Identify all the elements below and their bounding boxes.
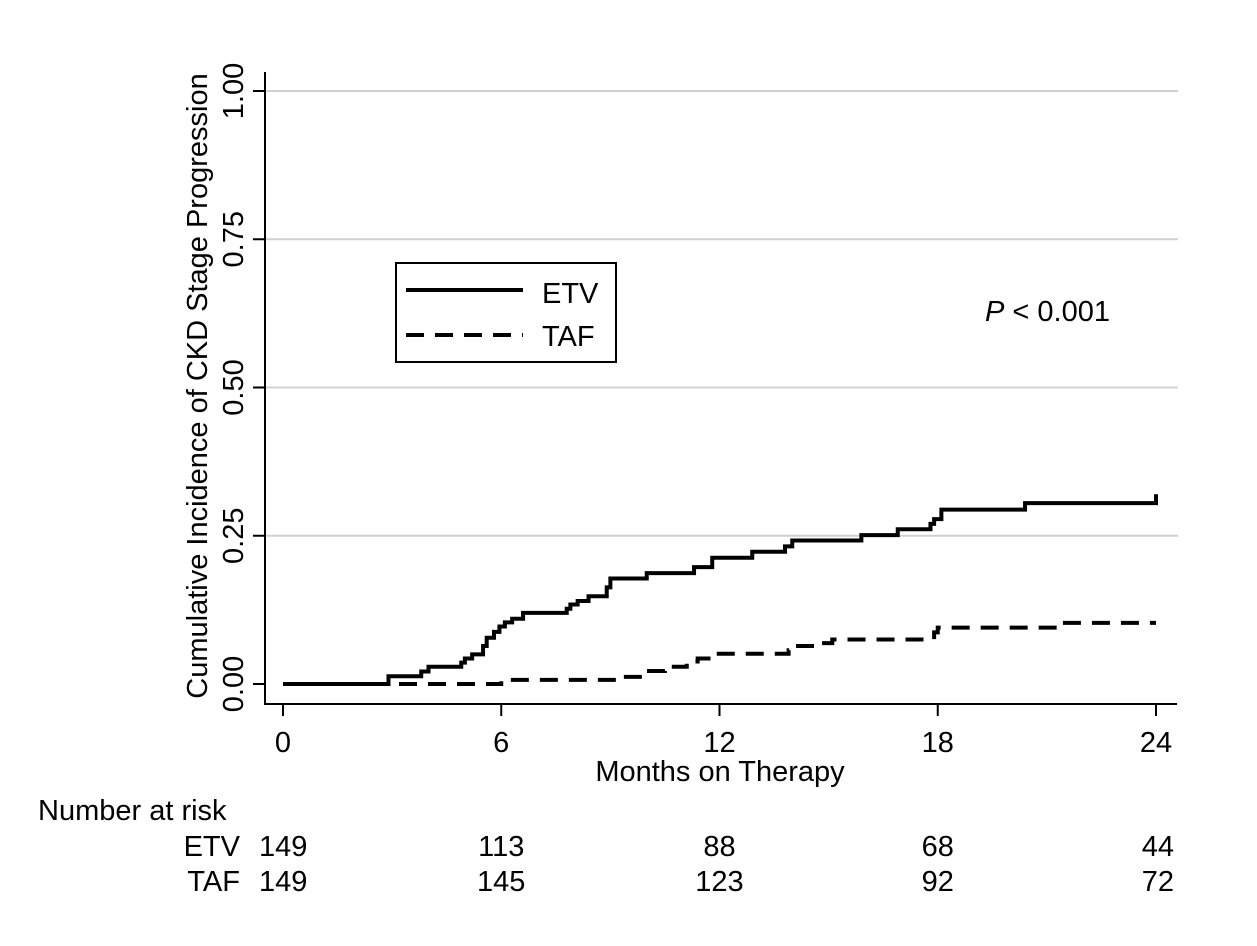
x-tick-label-4: 24 <box>1140 727 1172 759</box>
risk-value-taf-6: 145 <box>477 866 525 898</box>
x-tick-label-3: 18 <box>922 727 954 759</box>
risk-value-etv-0: 149 <box>259 831 307 863</box>
series-lines <box>283 494 1158 686</box>
y-axis-label: Cumulative Incidence of CKD Stage Progre… <box>182 73 214 698</box>
x-tick-label-1: 6 <box>493 727 509 759</box>
risk-row-label-taf: TAF <box>187 866 240 898</box>
risk-value-etv-18: 68 <box>922 831 954 863</box>
risk-value-etv-6: 113 <box>478 831 524 863</box>
legend: ETV TAF <box>395 262 617 363</box>
legend-box <box>395 262 617 363</box>
risk-table-title: Number at risk <box>38 795 227 827</box>
risk-value-taf-12: 123 <box>695 866 743 898</box>
y-tick-label-0: 0.00 <box>218 656 250 712</box>
risk-value-taf-0: 149 <box>259 866 307 898</box>
risk-value-taf-24: 72 <box>1142 866 1174 898</box>
risk-row-label-etv: ETV <box>184 831 241 863</box>
p-symbol: P <box>985 296 1005 328</box>
y-tick-label-3: 0.75 <box>218 211 250 267</box>
series-line-etv <box>283 494 1158 686</box>
y-tick-label-4: 1.00 <box>218 63 250 119</box>
p-value-annotation: P < 0.001 <box>985 296 1110 328</box>
y-tick-label-1: 0.25 <box>218 508 250 564</box>
risk-table-rows: ETV 149 113 88 68 44 TAF 149 145 123 92 72 <box>184 831 1174 898</box>
risk-value-etv-12: 88 <box>703 831 735 863</box>
risk-value-taf-18: 92 <box>922 866 954 898</box>
y-tick-label-2: 0.50 <box>218 359 250 415</box>
legend-etv-label: ETV <box>542 278 599 310</box>
p-value-text: < 0.001 <box>1004 296 1110 328</box>
axes: 0.00 0.25 0.50 0.75 1.00 0 6 12 18 24 <box>218 63 1177 759</box>
x-axis-label: Months on Therapy <box>595 756 845 788</box>
x-tick-label-0: 0 <box>275 727 291 759</box>
x-tick-label-2: 12 <box>703 727 735 759</box>
legend-taf-label: TAF <box>542 321 595 353</box>
series-line-taf <box>283 620 1156 686</box>
gridlines <box>265 90 1178 537</box>
risk-value-etv-24: 44 <box>1142 831 1174 863</box>
risk-table: Number at risk ETV 149 113 88 68 44 TAF 149 145 1… <box>38 795 1174 898</box>
